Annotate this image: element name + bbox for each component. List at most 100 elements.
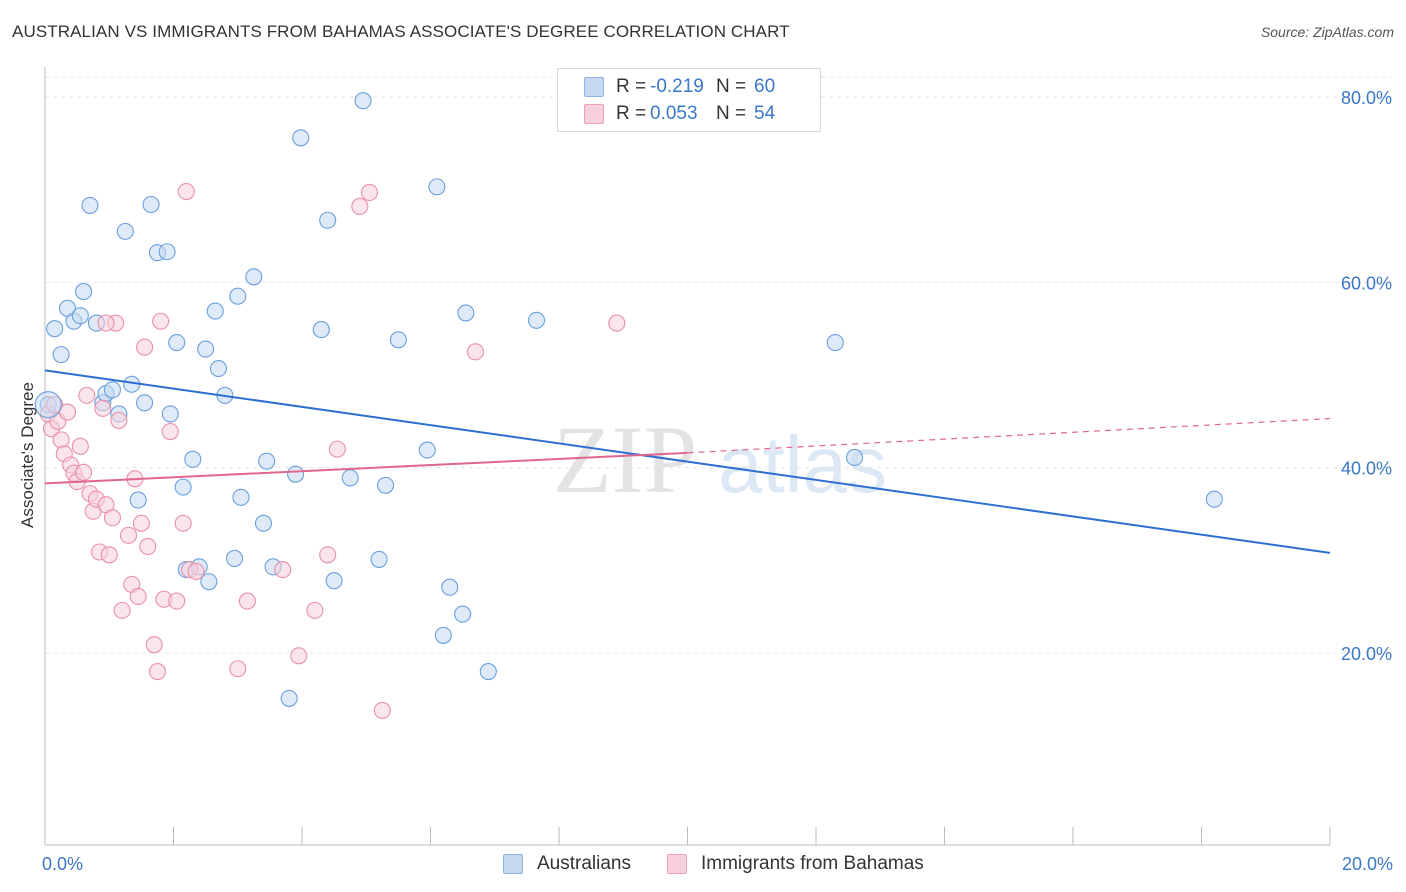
point-bahamas [168,592,186,610]
point-australians [325,572,343,590]
r-label: R = [616,103,647,124]
point-australians [370,550,388,568]
point-bahamas [351,197,369,215]
x-tick-label: 0.0% [42,854,83,874]
point-australians [454,605,472,623]
point-bahamas [177,182,195,201]
data-points [34,92,1223,720]
point-bahamas [319,546,337,564]
point-australians [319,211,337,229]
point-australians [75,283,93,301]
point-australians [184,450,202,468]
point-bahamas [274,561,292,579]
point-bahamas [52,431,70,449]
point-bahamas [100,546,118,564]
y-axis-label: Associate's Degree [18,382,37,528]
point-bahamas [132,514,150,532]
point-australians [287,465,305,483]
point-australians [254,514,273,532]
point-australians [312,321,330,339]
point-australians [116,222,134,240]
point-australians [168,334,186,352]
point-australians [441,578,459,596]
bottom-legend-australians: Australians [503,852,631,876]
point-australians [229,287,247,305]
legend-row-bahamas: R = 0.053 N = 54 [584,101,775,127]
y-tick-label: 40.0% [1341,459,1392,479]
point-australians [81,196,99,214]
point-australians [258,452,276,470]
point-australians [845,448,864,467]
point-australians-large [34,391,62,419]
trend-line-australians [44,369,1331,554]
point-australians [206,302,224,320]
point-bahamas [152,312,170,330]
y-tick-label: 20.0% [1341,644,1392,664]
n-label: N = [716,103,747,124]
point-bahamas [139,537,157,555]
point-bahamas [229,660,247,678]
point-australians [225,549,244,568]
point-australians [292,129,310,147]
bottom-legend-label: Immigrants from Bahamas [701,853,924,874]
x-tick-label: 20.0% [1342,854,1393,874]
point-bahamas [58,403,77,421]
point-australians [434,626,452,644]
point-bahamas [373,701,391,720]
point-australians [158,243,176,261]
legend-row-australians: R = -0.219 N = 60 [584,74,775,100]
point-australians [280,689,298,707]
y-tick-label: 80.0% [1341,88,1392,108]
point-australians [428,178,446,196]
point-bahamas [103,509,122,527]
point-bahamas [97,314,115,332]
point-australians [46,320,64,338]
point-australians [457,304,475,322]
point-australians [200,573,218,591]
chart-title: AUSTRALIAN VS IMMIGRANTS FROM BAHAMAS AS… [12,22,790,41]
trend-line-bahamas-dashed [687,417,1331,454]
axes [44,67,1331,846]
point-bahamas [161,422,179,441]
source-label: Source: ZipAtlas.com [1260,24,1394,40]
legend-swatch-blue [584,77,604,97]
n-label: N = [716,76,747,97]
bottom-legend-label: Australians [537,853,631,874]
y-tick-label: 60.0% [1341,273,1392,293]
point-australians [1205,490,1223,508]
point-australians [142,195,160,214]
tick-labels: 20.0% 40.0% 60.0% 80.0% 0.0% 20.0% [42,88,1393,874]
r-value: 0.053 [650,103,698,124]
point-australians [103,381,122,399]
bottom-swatch-pink [667,854,687,874]
point-bahamas [187,562,205,581]
point-bahamas [78,386,96,404]
r-value: -0.219 [650,76,704,97]
point-bahamas [94,399,112,417]
point-australians [826,334,844,352]
point-australians [341,469,359,487]
trend-line-bahamas [44,451,688,485]
point-australians [209,359,228,378]
point-bahamas [113,601,131,619]
point-bahamas [145,636,163,654]
point-bahamas [136,338,154,356]
point-bahamas [129,587,147,606]
trend-lines [44,369,1331,554]
point-australians [354,92,372,110]
stats-legend: R = -0.219 N = 60 R = 0.053 N = 54 [557,68,821,132]
watermark-atlas: atlas [718,420,887,509]
point-australians [376,476,395,494]
point-australians [527,311,546,329]
point-australians [136,394,154,412]
point-bahamas [148,662,166,681]
point-bahamas [306,601,324,619]
point-bahamas [328,440,346,458]
point-australians [245,268,263,286]
point-bahamas [71,437,89,455]
point-australians [389,331,407,349]
bottom-swatch-blue [503,854,523,874]
point-bahamas [174,514,192,532]
point-bahamas [466,343,485,361]
